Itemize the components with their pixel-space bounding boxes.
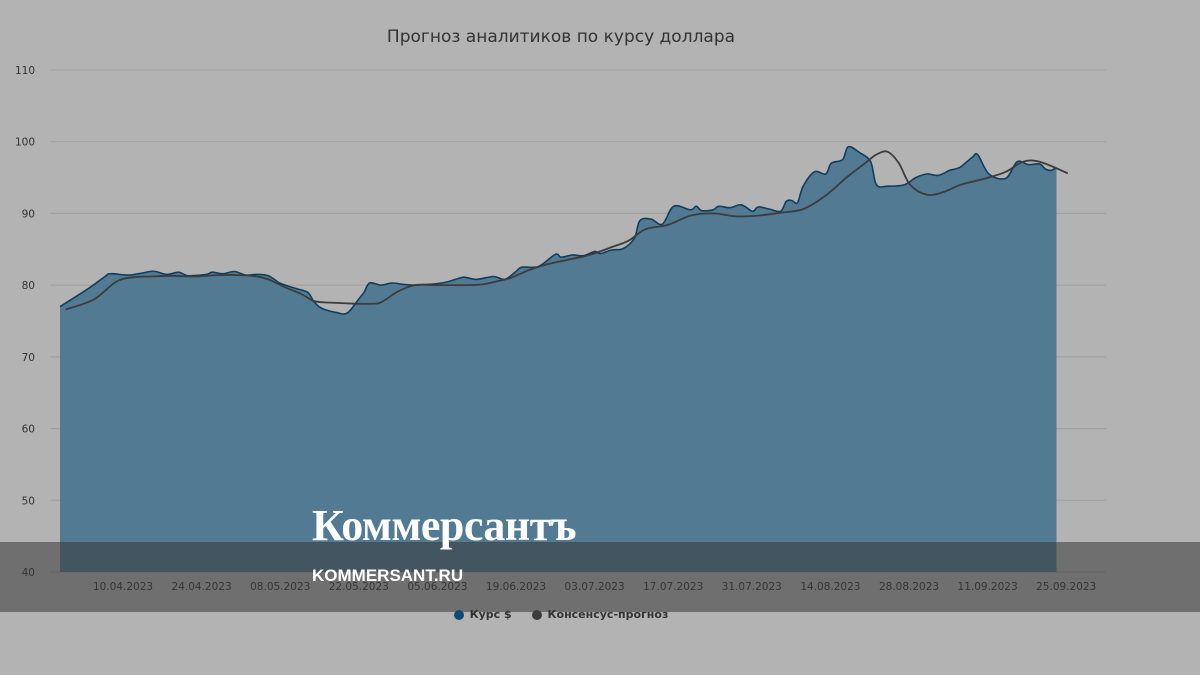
legend-label-rate: Курс $: [469, 608, 512, 621]
y-tick-label: 50: [22, 495, 35, 507]
series-line-consensus: [65, 150, 1069, 311]
y-tick-label: 60: [22, 424, 35, 436]
watermark-band: [0, 542, 1200, 612]
series-area-rate: [60, 146, 1057, 572]
series-layer: [59, 145, 1069, 572]
watermark-site: KOMMERSANT.RU: [312, 566, 464, 585]
y-tick-label: 80: [22, 280, 35, 292]
y-tick-label: 90: [22, 208, 35, 220]
y-tick-label: 70: [22, 352, 35, 364]
legend-label-consensus: Консенсус-прогноз: [547, 608, 669, 621]
legend-marker-consensus: [531, 609, 542, 620]
y-axis-ticks: 405060708090100110: [15, 65, 35, 579]
legend-item-consensus[interactable]: Консенсус-прогноз: [531, 608, 669, 621]
legend-marker-rate: [453, 609, 464, 620]
y-tick-label: 100: [15, 137, 35, 149]
legend: Курс $ Консенсус-прогноз: [0, 608, 1122, 623]
watermark-brand-logo: Коммерсантъ: [312, 501, 577, 550]
y-tick-label: 110: [15, 65, 35, 77]
legend-item-rate[interactable]: Курс $: [453, 608, 512, 621]
chart-title: Прогноз аналитиков по курсу доллара: [386, 27, 736, 47]
